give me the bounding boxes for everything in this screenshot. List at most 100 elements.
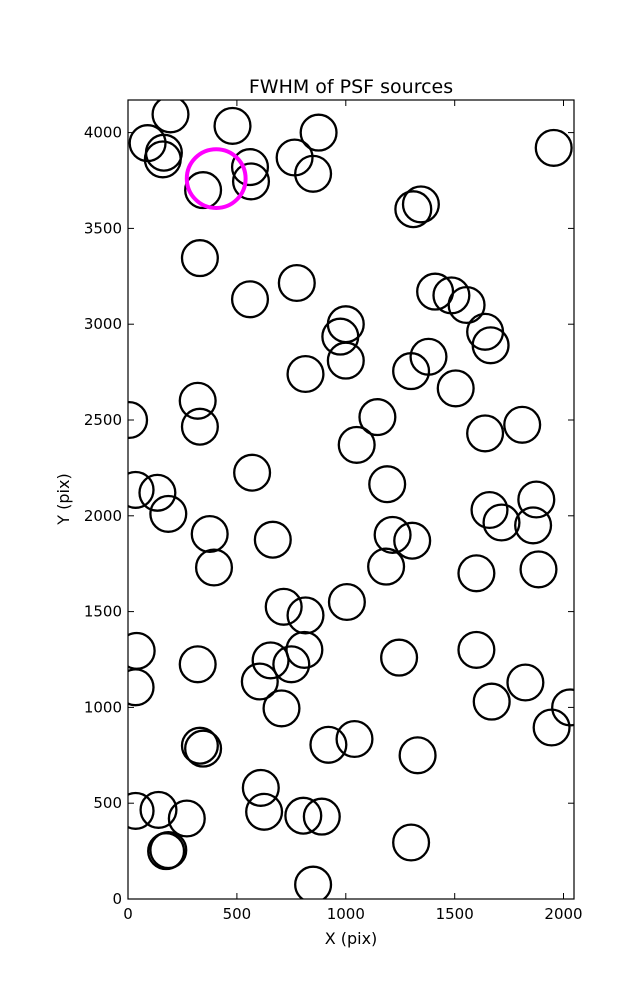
psf-source-circle	[398, 736, 437, 775]
psf-source-circle	[190, 514, 229, 554]
psf-source-circle	[286, 354, 325, 394]
psf-source-circle	[149, 494, 188, 533]
x-tick-label: 500	[223, 905, 252, 923]
psf-source-circle	[178, 645, 217, 684]
psf-source-circle	[327, 582, 366, 622]
psf-source-circle	[284, 796, 323, 835]
y-tick-label: 0	[112, 890, 122, 908]
psf-source-circle	[401, 185, 440, 224]
axis-ticks: 0 500 1000 1500 2000 0 500 1000 1500 2000 2500 3000…	[84, 100, 583, 923]
y-tick-label: 2000	[84, 507, 122, 525]
psf-source-circle	[213, 106, 252, 145]
psf-source-circle	[470, 490, 509, 530]
highlighted-source-circle	[184, 147, 248, 211]
x-tick-label: 2000	[544, 905, 582, 923]
psf-source-circle	[128, 400, 149, 440]
psf-source-circle	[233, 453, 272, 492]
y-axis-label: Y (pix)	[54, 473, 73, 525]
psf-source-circle	[326, 341, 365, 380]
psf-source-circle	[151, 100, 190, 134]
psf-source-circle	[367, 547, 406, 586]
y-tick-label: 1000	[84, 698, 122, 716]
psf-source-circle	[532, 708, 571, 747]
psf-source-circle	[299, 113, 338, 152]
x-axis-label: X (pix)	[325, 929, 378, 948]
psf-source-circle	[184, 171, 223, 210]
psf-source-circle	[180, 239, 219, 278]
psf-source-circle	[251, 641, 290, 680]
psf-source-circle	[264, 587, 303, 626]
y-tick-label: 2500	[84, 411, 122, 429]
psf-source-circle	[128, 791, 155, 830]
psf-source-circle	[128, 470, 155, 509]
psf-source-circle	[241, 768, 280, 807]
y-tick-label: 4000	[84, 124, 122, 142]
psf-source-circle	[472, 682, 511, 721]
psf-source-circle	[457, 630, 496, 669]
psf-source-circle	[230, 280, 270, 319]
psf-source-circle	[262, 689, 301, 728]
psf-source-circle	[358, 398, 397, 437]
psf-source-circle	[534, 128, 573, 167]
y-tick-label: 3500	[84, 219, 122, 237]
psf-source-circle	[231, 162, 271, 201]
psf-source-circle	[167, 799, 206, 838]
x-tick-label: 0	[123, 905, 133, 923]
psf-source-circle	[294, 865, 333, 899]
psf-source-circle	[393, 521, 432, 560]
psf-source-circle	[128, 668, 155, 707]
psf-source-circle	[394, 190, 433, 229]
psf-source-circle	[416, 272, 455, 311]
psf-source-circle	[149, 831, 188, 870]
psf-source-circle	[272, 645, 311, 684]
psf-source-circle	[517, 480, 556, 519]
psf-source-circle	[466, 414, 505, 453]
psf-source-circle	[240, 662, 279, 701]
psf-source-circle	[380, 638, 419, 677]
psf-source-circle	[447, 285, 486, 325]
psf-source-circle	[277, 263, 316, 303]
psf-source-circle	[285, 630, 324, 669]
psf-source-circle	[373, 515, 412, 554]
psf-source-circle	[321, 317, 360, 356]
psf-source-circle	[368, 465, 407, 504]
psf-source-circle	[180, 407, 219, 446]
psf-source-circle	[178, 381, 217, 420]
psf-source-circle	[457, 554, 496, 593]
x-tick-label: 1500	[436, 905, 474, 923]
psf-source-circle	[184, 729, 223, 768]
psf-source-circle	[144, 133, 183, 172]
psf-source-circle	[337, 425, 376, 464]
psf-source-circle	[294, 154, 333, 193]
plot-area	[128, 100, 574, 899]
psf-source-circle	[143, 140, 182, 179]
psf-source-circle	[519, 550, 558, 589]
psf-source-circle	[503, 405, 542, 444]
y-tick-label: 500	[93, 794, 122, 812]
psf-source-circle	[138, 473, 177, 512]
psf-source-circle	[128, 631, 156, 670]
psf-source-circle	[139, 790, 178, 829]
psf-source-circle	[286, 596, 325, 635]
y-tick-label: 1500	[84, 603, 122, 621]
psf-source-circle	[482, 503, 521, 542]
psf-source-circle	[180, 726, 219, 765]
psf-source-circle	[506, 663, 545, 702]
psf-source-circle	[335, 719, 374, 759]
chart-title: FWHM of PSF sources	[249, 76, 453, 98]
psf-source-circle	[253, 520, 292, 559]
plot-frame	[127, 99, 575, 900]
x-tick-label: 1000	[327, 905, 365, 923]
y-tick-label: 3000	[84, 315, 122, 333]
psf-source-circle	[514, 506, 553, 545]
psf-source-circle	[436, 369, 475, 408]
psf-source-circle	[309, 725, 348, 764]
psf-source-circle	[471, 326, 510, 365]
psf-source-circle	[302, 797, 341, 836]
psf-source-circle	[245, 792, 284, 831]
psf-source-circle	[194, 548, 234, 587]
psf-source-circle	[392, 352, 431, 391]
psf-source-circle	[392, 823, 431, 862]
psf-source-circle	[230, 148, 270, 187]
